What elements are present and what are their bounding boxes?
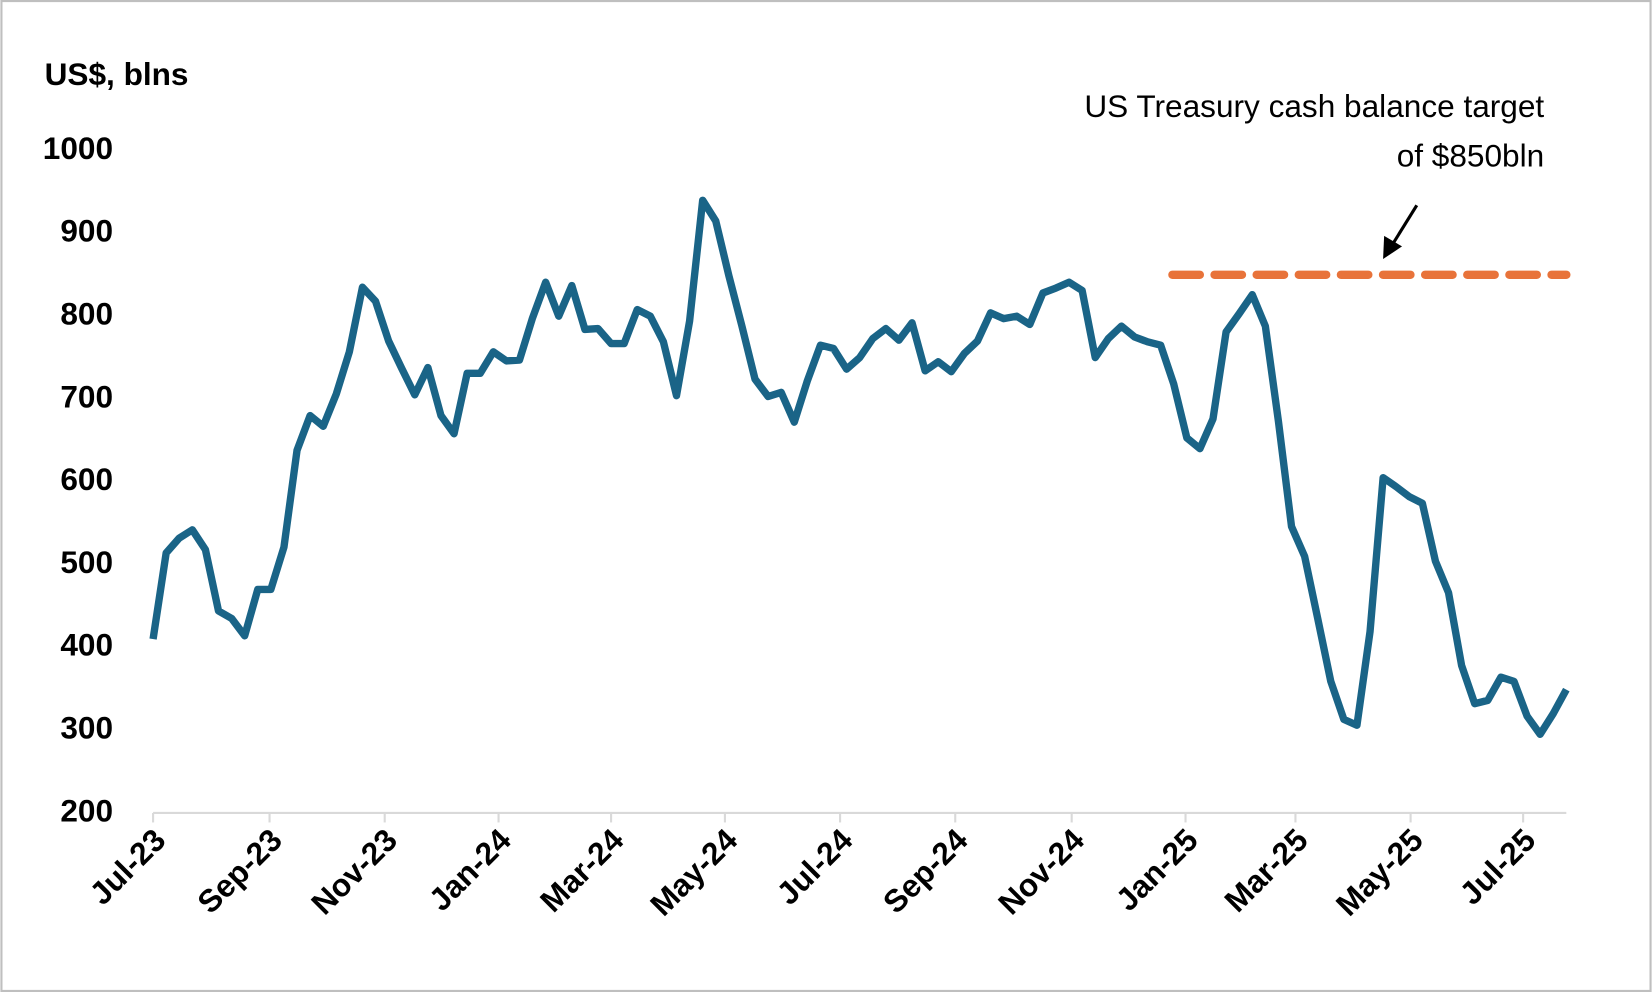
y-tick-label: 600 bbox=[60, 461, 113, 497]
y-tick-label: 900 bbox=[60, 213, 113, 249]
annotation: US Treasury cash balance target bbox=[1084, 88, 1544, 124]
y-axis-label: US$, blns bbox=[45, 56, 189, 92]
y-tick-label: 300 bbox=[60, 710, 113, 746]
arrow-head bbox=[1383, 235, 1403, 260]
arrow bbox=[1391, 204, 1419, 246]
y-tick-label: 400 bbox=[60, 627, 113, 663]
y-tick-label: 700 bbox=[60, 378, 113, 414]
y-tick-label: 1000 bbox=[43, 130, 113, 166]
data-line bbox=[149, 196, 1570, 739]
y-tick-label: 200 bbox=[60, 792, 113, 828]
annotation: of $850bln bbox=[1397, 137, 1545, 173]
y-tick-label: 800 bbox=[60, 296, 113, 332]
y-tick-label: 500 bbox=[60, 544, 113, 580]
